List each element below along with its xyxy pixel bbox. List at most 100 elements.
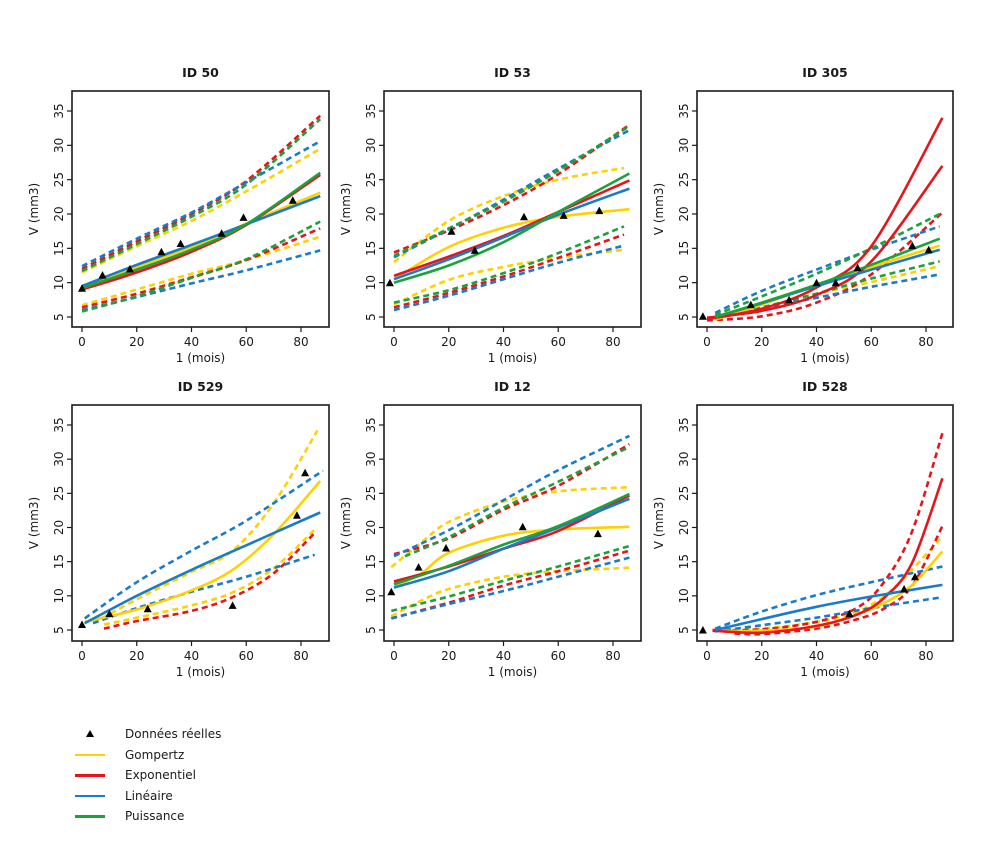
x-tick-label: 0 [78, 335, 86, 349]
x-tick-label: 40 [184, 335, 199, 349]
data-point [908, 241, 917, 250]
data-point [853, 263, 862, 272]
y-tick-label: 35 [677, 103, 691, 118]
x-tick-label: 20 [129, 649, 144, 663]
legend-item-exponentiel: Exponentiel [75, 765, 221, 786]
x-tick-label: 0 [390, 335, 398, 349]
y-axis-title: V (mm3) [339, 183, 353, 235]
y-tick-label: 35 [364, 417, 378, 432]
y-tick-label: 35 [364, 103, 378, 118]
data-point [831, 278, 840, 287]
y-tick-label: 5 [364, 626, 378, 634]
x-tick-label: 40 [496, 649, 511, 663]
line-swatch-icon [75, 786, 105, 806]
gompertz-interval-line [81, 147, 321, 274]
data-point [385, 278, 394, 287]
y-tick-label: 30 [364, 452, 378, 467]
data-point [442, 544, 450, 552]
y-axis-title: V (mm3) [27, 183, 41, 235]
x-tick-label: 60 [239, 649, 254, 663]
data-point [785, 295, 794, 304]
x-tick-label: 60 [239, 335, 254, 349]
data-point [125, 264, 134, 273]
y-tick-label: 30 [677, 452, 691, 467]
panel-id-528: ID 528 0 20 40 60 80 5 10 15 20 25 30 35 1 (mois) V (m… [652, 379, 954, 679]
x-tick-label: 60 [551, 335, 566, 349]
plot-frame [71, 404, 330, 642]
legend-label: Gompertz [125, 747, 185, 762]
lineaire-fit-line [84, 511, 321, 625]
y-tick-label: 35 [52, 417, 66, 432]
lineaire-interval-line [390, 556, 630, 620]
x-tick-label: 20 [441, 335, 456, 349]
x-tick-label: 40 [809, 335, 824, 349]
panel-title: ID 50 [182, 65, 219, 80]
x-tick-label: 80 [293, 649, 308, 663]
plot-area [385, 123, 631, 312]
legend-label: Linéaire [125, 788, 173, 803]
y-tick-label: 15 [677, 241, 691, 256]
lineaire-interval-line [393, 434, 630, 558]
gompertz-interval-line [390, 566, 630, 618]
data-point [143, 604, 152, 613]
y-tick-label: 25 [52, 486, 66, 501]
data-point [105, 609, 114, 618]
y-tick-label: 5 [677, 313, 691, 321]
x-tick-label: 80 [918, 649, 933, 663]
legend-item-data: Données réelles [75, 724, 221, 745]
x-tick-label: 80 [605, 335, 620, 349]
y-tick-label: 20 [677, 520, 691, 535]
puissance-interval-line [393, 225, 625, 304]
data-point [698, 626, 707, 634]
triangle-marker-icon [75, 724, 105, 744]
data-point [176, 239, 185, 247]
data-point [217, 229, 226, 237]
legend-label: Exponentiel [125, 768, 196, 783]
exponentiel-interval-line [706, 211, 944, 322]
lineaire-fit-line [393, 187, 630, 281]
y-axis-title: V (mm3) [27, 497, 41, 549]
lineaire-interval-line [714, 225, 941, 315]
data-point [470, 246, 479, 254]
y-tick-label: 15 [52, 241, 66, 256]
x-tick-label: 20 [754, 335, 769, 349]
data-point [414, 563, 423, 571]
lineaire-interval-line [714, 565, 943, 630]
x-axis-title: 1 (mois) [176, 351, 225, 365]
y-tick-label: 35 [677, 417, 691, 432]
x-tick-label: 80 [605, 649, 620, 663]
lineaire-interval-line [81, 249, 321, 312]
gompertz-interval-line [81, 235, 321, 307]
panel-id-12: ID 12 0 20 40 60 80 5 10 15 20 25 30 35 1 (mois) V (mm… [339, 379, 642, 679]
x-tick-label: 0 [78, 649, 86, 663]
puissance-interval-line [714, 212, 941, 317]
lineaire-interval-line [715, 595, 943, 633]
puissance-fit-line [81, 171, 321, 290]
line-swatch-icon [75, 745, 105, 765]
lineaire-interval-line [81, 140, 321, 268]
puissance-interval-line [81, 220, 321, 313]
gompertz-interval-line [734, 535, 944, 632]
y-tick-label: 20 [677, 206, 691, 221]
x-tick-label: 20 [754, 649, 769, 663]
x-tick-label: 0 [703, 649, 711, 663]
y-tick-label: 25 [364, 172, 378, 187]
y-tick-label: 15 [364, 554, 378, 569]
plot-area [698, 432, 944, 636]
data-point [595, 206, 604, 215]
puissance-interval-line [390, 544, 630, 613]
data-point [78, 284, 86, 292]
plot-frame [383, 404, 642, 642]
gompertz-fit-line [81, 191, 321, 289]
x-axis-title: 1 (mois) [176, 665, 225, 679]
puissance-fit-line [393, 172, 631, 284]
data-point [447, 227, 456, 235]
lineaire-interval-line [393, 244, 625, 312]
y-tick-label: 25 [677, 486, 691, 501]
panel-id-305: ID 305 0 20 40 60 80 5 10 15 20 25 30 35 1 (mois) V (m… [652, 65, 954, 365]
exponentiel-fit-line [706, 117, 944, 321]
data-point [288, 196, 297, 204]
y-tick-label: 30 [52, 452, 66, 467]
data-point [812, 278, 821, 287]
y-tick-label: 5 [677, 626, 691, 634]
